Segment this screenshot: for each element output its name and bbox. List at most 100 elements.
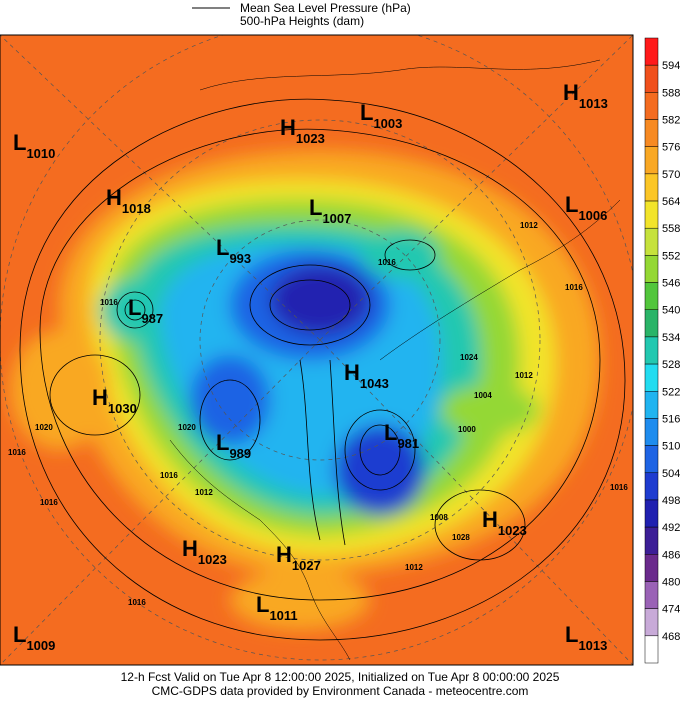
pressure-center: L993 [216, 235, 251, 266]
colorbar-tick-label: 582 [662, 115, 680, 127]
colorbar-swatch [644, 445, 659, 474]
colorbar-tick-label: 540 [662, 305, 680, 317]
colorbar-tick-label: 528 [662, 359, 680, 371]
contour-label: 1016 [40, 498, 58, 507]
pressure-center: H1023 [182, 536, 227, 567]
contour-label: 1016 [100, 298, 118, 307]
colorbar-swatch [644, 173, 659, 202]
pressure-center: H1030 [92, 385, 137, 416]
colorbar-swatch [644, 200, 659, 229]
center-value: 1009 [26, 638, 55, 653]
center-type: H [92, 385, 108, 410]
center-type: L [128, 295, 141, 320]
center-value: 1023 [198, 552, 227, 567]
pressure-center: L1011 [256, 592, 298, 623]
contour-label: 1016 [128, 598, 146, 607]
center-value: 1013 [578, 638, 607, 653]
footer-text: CMC-GDPS data provided by Environment Ca… [152, 684, 529, 698]
center-type: L [384, 420, 397, 445]
colorbar-swatch [644, 363, 659, 392]
colorbar-swatch [644, 472, 659, 501]
pressure-center: L981 [384, 420, 419, 451]
contour-label: 1016 [160, 471, 178, 480]
pressure-center: L1009 [13, 622, 55, 653]
colorbar-swatch [644, 227, 659, 256]
center-type: L [360, 100, 373, 125]
center-value: 1013 [579, 96, 608, 111]
colorbar-swatch [644, 635, 659, 664]
map-frame [0, 34, 634, 666]
pressure-center: L1010 [13, 130, 55, 161]
contour-label: 1016 [378, 258, 396, 267]
center-type: L [216, 430, 229, 455]
colorbar-tick-label: 504 [662, 468, 680, 480]
pressure-center: H1018 [106, 185, 151, 216]
colorbar-swatch [644, 418, 659, 446]
pressure-center: L987 [128, 295, 163, 326]
center-type: L [565, 192, 578, 217]
center-value: 1043 [360, 376, 389, 391]
center-value: 1010 [26, 146, 55, 161]
center-type: H [280, 115, 296, 140]
center-type: L [216, 235, 229, 260]
colorbar-tick-label: 468 [662, 631, 680, 643]
center-value: 1007 [322, 211, 351, 226]
contour-label: 1020 [178, 423, 196, 432]
pressure-center: H1027 [276, 542, 321, 573]
colorbar-tick-label: 534 [662, 332, 680, 344]
pressure-center: H1023 [280, 115, 325, 146]
pressure-center: L1007 [309, 195, 351, 226]
colorbar-swatch [644, 64, 659, 93]
colorbar-tick-label: 486 [662, 549, 680, 561]
contour-label: 1012 [520, 221, 538, 230]
height-field [10, 150, 600, 630]
colorbar-swatch [644, 119, 659, 147]
center-value: 1023 [296, 131, 325, 146]
colorbar-tick-label: 516 [662, 413, 680, 425]
contour-label: 1028 [452, 533, 470, 542]
colorbar-swatch [644, 282, 659, 310]
center-type: H [276, 542, 292, 567]
colorbar-tick-label: 510 [662, 441, 680, 453]
contour-label: 1012 [515, 371, 533, 380]
pressure-center: L1006 [565, 192, 607, 223]
colorbar-swatch [644, 309, 659, 338]
legend-text: 500-hPa Heights (dam) [240, 14, 364, 28]
center-type: L [256, 592, 269, 617]
legend: Mean Sea Level Pressure (hPa) 500-hPa He… [192, 1, 411, 28]
colorbar-tick-label: 570 [662, 169, 680, 181]
contour-label: 1020 [35, 423, 53, 432]
pressure-center: H1013 [563, 80, 608, 111]
isobars [19, 98, 626, 641]
center-type: L [565, 622, 578, 647]
pressure-center: H1043 [344, 360, 389, 391]
contour-label: 1016 [610, 483, 628, 492]
center-value: 1027 [292, 558, 321, 573]
colorbar-swatch [644, 581, 659, 609]
pressure-center: L1013 [565, 622, 607, 653]
contour-label: 1012 [405, 563, 423, 572]
colorbar-swatch [644, 391, 659, 419]
legend-text: Mean Sea Level Pressure (hPa) [240, 1, 411, 15]
colorbar-swatch [644, 608, 659, 637]
colorbar-tick-label: 552 [662, 250, 680, 262]
footer-text: 12-h Fcst Valid on Tue Apr 8 12:00:00 20… [121, 670, 560, 684]
colorbar-swatch [644, 499, 659, 528]
contour-label: 1016 [8, 448, 26, 457]
contour-labels: 1012 1016 1016 1016 1024 1012 1004 1000 1016 1016… [8, 221, 628, 607]
center-type: L [309, 195, 322, 220]
contour-label: 1008 [430, 513, 448, 522]
colorbar-tick-label: 576 [662, 142, 680, 154]
colorbar-tick-label: 558 [662, 223, 680, 235]
center-type: H [344, 360, 360, 385]
center-value: 1003 [373, 116, 402, 131]
contour-label: 1016 [565, 283, 583, 292]
colorbar-tick-label: 480 [662, 576, 680, 588]
colorbar-swatch [644, 37, 659, 66]
center-value: 1030 [108, 401, 137, 416]
colorbar-tick-label: 594 [662, 60, 680, 72]
contour-label: 1000 [458, 425, 476, 434]
map: 1012 1016 1016 1016 1024 1012 1004 1000 1016 1016… [0, 35, 633, 665]
